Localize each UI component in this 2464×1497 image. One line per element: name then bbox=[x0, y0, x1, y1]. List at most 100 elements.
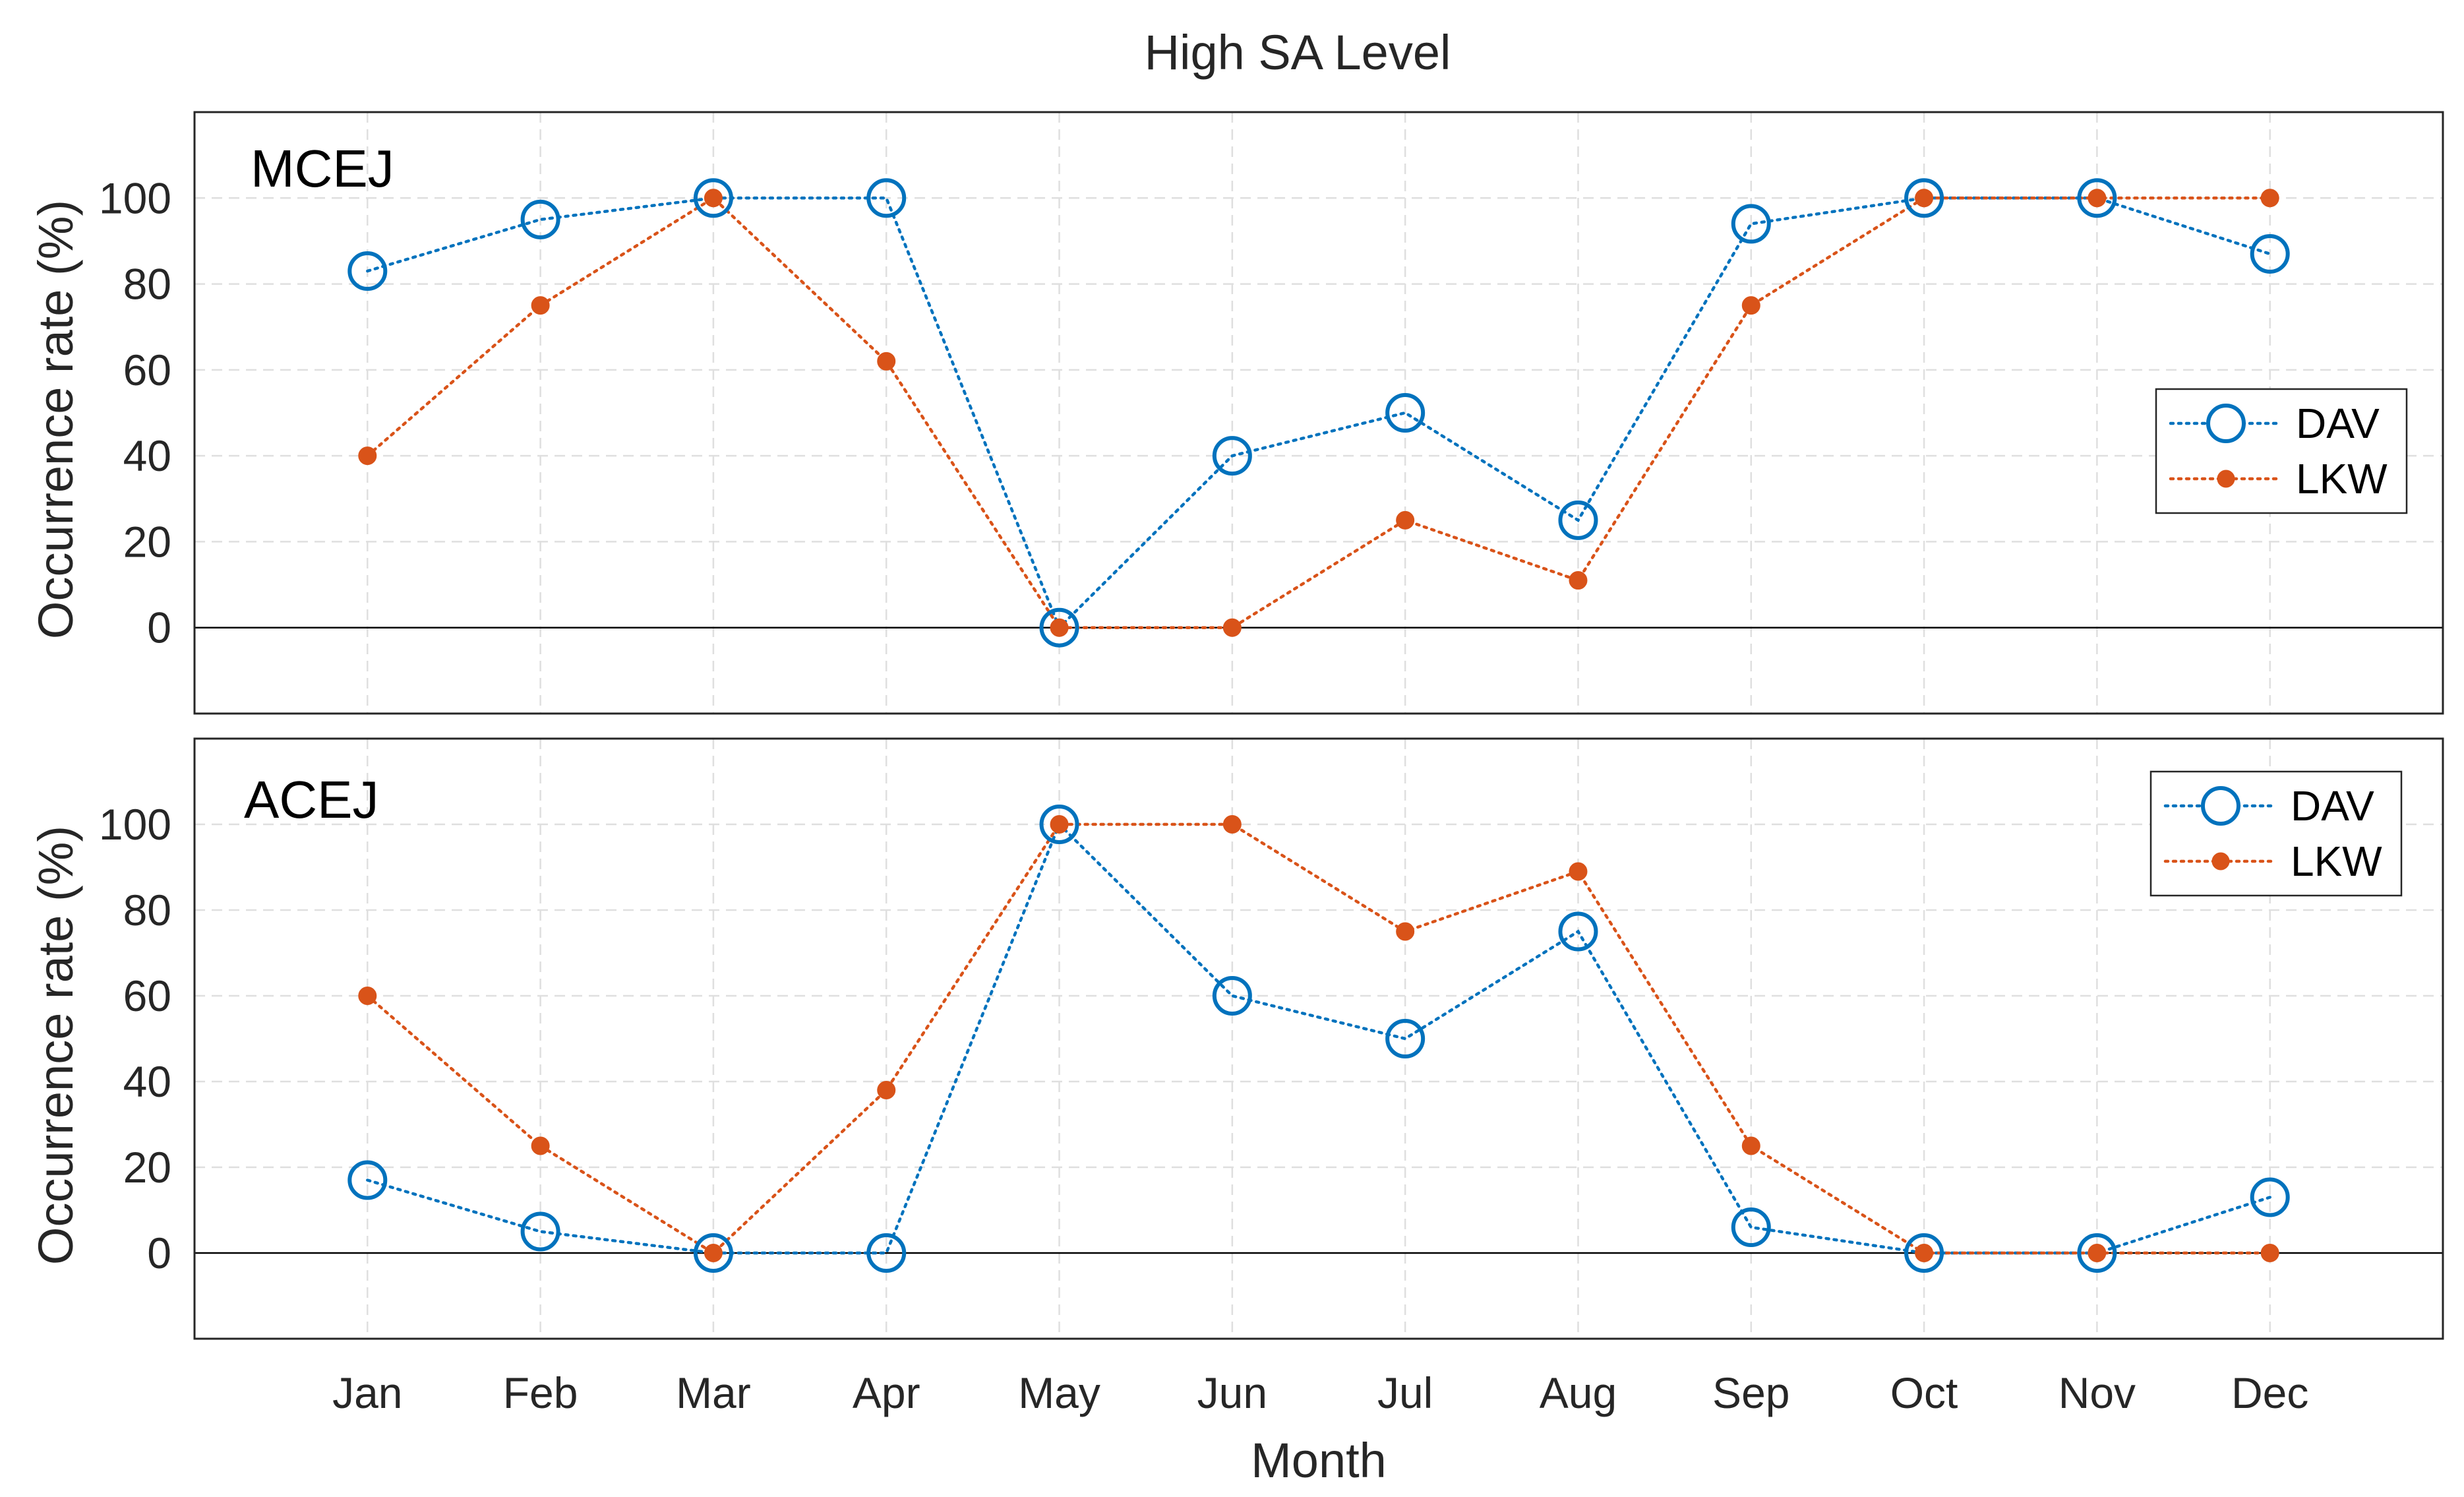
data-point-lkw-may bbox=[1050, 618, 1069, 637]
panel-acej: 0 20 40 60 80 100 Jan Feb Mar Apr May Jun Jul Aug Sep… bbox=[28, 737, 2444, 1488]
x-tick-label: Dec bbox=[2231, 1368, 2308, 1417]
data-point-dav-dec bbox=[2250, 233, 2290, 274]
y-axis-label: Occurrence rate (%) bbox=[28, 826, 83, 1265]
y-tick-label: 60 bbox=[123, 346, 171, 394]
panel-label-acej: ACEJ bbox=[244, 770, 379, 829]
y-tick-label: 80 bbox=[123, 886, 171, 934]
data-point-lkw-sep bbox=[1741, 296, 1760, 315]
legend-label-dav: DAV bbox=[2296, 400, 2380, 447]
data-point-dav-nov bbox=[2077, 1233, 2117, 1273]
data-point-lkw-feb bbox=[531, 1136, 550, 1155]
data-point-dav-nov bbox=[2077, 178, 2117, 218]
data-point-lkw-mar bbox=[704, 189, 723, 208]
data-point-dav-sep bbox=[1731, 1207, 1771, 1247]
data-point-dav-apr bbox=[866, 178, 907, 218]
data-point-lkw-jul bbox=[1396, 922, 1415, 941]
data-point-dav-jul bbox=[1385, 1019, 1426, 1058]
data-point-dav-feb bbox=[520, 199, 560, 239]
data-point-lkw-apr bbox=[877, 351, 896, 371]
data-point-dav-oct bbox=[1904, 1233, 1944, 1273]
panel-mcej: 0 20 40 60 80 100 MCEJ Occurrence rate (%) DA… bbox=[28, 111, 2444, 715]
data-point-dav-jun bbox=[1212, 976, 1252, 1016]
data-point-lkw-feb bbox=[531, 296, 550, 315]
y-tick-label: 60 bbox=[123, 971, 171, 1020]
x-tick-label: Apr bbox=[853, 1368, 920, 1417]
data-point-lkw-dec bbox=[2260, 1244, 2279, 1262]
y-tick-label: 0 bbox=[147, 603, 171, 652]
data-point-dav-sep bbox=[1731, 204, 1771, 244]
series-line-lkw bbox=[366, 822, 2271, 1255]
data-point-lkw-aug bbox=[1569, 862, 1588, 881]
data-point-dav-mar bbox=[693, 1233, 733, 1273]
data-point-dav-may bbox=[1039, 805, 1079, 844]
data-point-lkw-jul bbox=[1396, 510, 1415, 530]
series-line-dav bbox=[366, 822, 2271, 1255]
legend-marker-dav bbox=[2201, 786, 2240, 826]
legend-box bbox=[2155, 388, 2408, 514]
x-tick-label: Jul bbox=[1377, 1368, 1433, 1417]
data-point-lkw-may bbox=[1050, 815, 1069, 834]
data-point-dav-jan bbox=[347, 1160, 388, 1200]
data-point-lkw-nov bbox=[2088, 189, 2107, 208]
data-point-dav-feb bbox=[520, 1211, 560, 1252]
data-point-lkw-nov bbox=[2088, 1244, 2107, 1262]
y-tick-label: 100 bbox=[99, 800, 171, 849]
data-point-lkw-dec bbox=[2260, 189, 2279, 208]
data-point-lkw-sep bbox=[1741, 1136, 1760, 1155]
data-point-lkw-jun bbox=[1222, 618, 1242, 637]
x-tick-label: Jan bbox=[332, 1368, 402, 1417]
data-point-dav-jun bbox=[1212, 436, 1252, 476]
data-point-dav-may bbox=[1039, 607, 1079, 648]
x-tick-label: Feb bbox=[503, 1368, 578, 1417]
figure-title: High SA Level bbox=[1145, 25, 1451, 80]
x-tick-labels: Jan Feb Mar Apr May Jun Jul Aug Sep Oct Nov Dec bbox=[332, 1368, 2308, 1417]
data-point-dav-mar bbox=[693, 178, 733, 218]
x-tick-label: Jun bbox=[1197, 1368, 1267, 1417]
x-tick-label: Oct bbox=[1890, 1368, 1958, 1417]
data-point-dav-apr bbox=[866, 1233, 907, 1273]
y-tick-label: 100 bbox=[99, 173, 171, 222]
data-point-dav-jan bbox=[347, 251, 388, 291]
series-line-lkw bbox=[366, 196, 2271, 629]
series-lines bbox=[366, 822, 2271, 1255]
y-tick-label: 0 bbox=[147, 1229, 171, 1277]
data-point-dav-aug bbox=[1558, 911, 1598, 952]
y-tick-label: 20 bbox=[123, 517, 171, 566]
x-tick-label: Mar bbox=[676, 1368, 751, 1417]
series-lines bbox=[366, 196, 2271, 630]
y-axis-label: Occurrence rate (%) bbox=[28, 200, 83, 639]
axes-frame bbox=[193, 111, 2444, 715]
data-point-lkw-jun bbox=[1222, 815, 1242, 834]
legend: DAV LKW bbox=[2149, 770, 2403, 897]
data-point-dav-aug bbox=[1558, 500, 1598, 540]
data-point-dav-oct bbox=[1904, 178, 1944, 218]
legend-label-lkw: LKW bbox=[2291, 838, 2382, 885]
data-point-dav-dec bbox=[2250, 1177, 2290, 1217]
data-point-lkw-jan bbox=[358, 446, 377, 466]
y-tick-label: 80 bbox=[123, 260, 171, 309]
y-tick-labels: 0 20 40 60 80 100 bbox=[99, 173, 171, 652]
y-tick-label: 40 bbox=[123, 1057, 171, 1106]
data-point-lkw-mar bbox=[704, 1244, 723, 1262]
x-tick-label: Aug bbox=[1540, 1368, 1617, 1417]
x-tick-label: Nov bbox=[2058, 1368, 2136, 1417]
legend-marker-lkw bbox=[2217, 470, 2235, 488]
panel-label-mcej: MCEJ bbox=[251, 139, 394, 198]
data-point-lkw-aug bbox=[1569, 571, 1588, 590]
data-point-dav-jul bbox=[1385, 393, 1426, 433]
legend-label-dav: DAV bbox=[2291, 782, 2374, 830]
legend-box bbox=[2149, 770, 2403, 897]
y-tick-label: 20 bbox=[123, 1143, 171, 1192]
data-markers bbox=[347, 805, 2290, 1273]
y-tick-labels: 0 20 40 60 80 100 bbox=[99, 800, 171, 1277]
legend: DAV LKW bbox=[2155, 388, 2408, 514]
x-tick-label: Sep bbox=[1712, 1368, 1789, 1417]
data-point-lkw-jan bbox=[358, 987, 377, 1005]
x-tick-label: May bbox=[1018, 1368, 1100, 1417]
legend-marker-dav bbox=[2206, 404, 2246, 443]
data-point-lkw-oct bbox=[1915, 1244, 1934, 1262]
legend-label-lkw: LKW bbox=[2296, 455, 2388, 503]
x-axis-label: Month bbox=[1251, 1433, 1387, 1488]
data-point-lkw-oct bbox=[1915, 189, 1934, 208]
